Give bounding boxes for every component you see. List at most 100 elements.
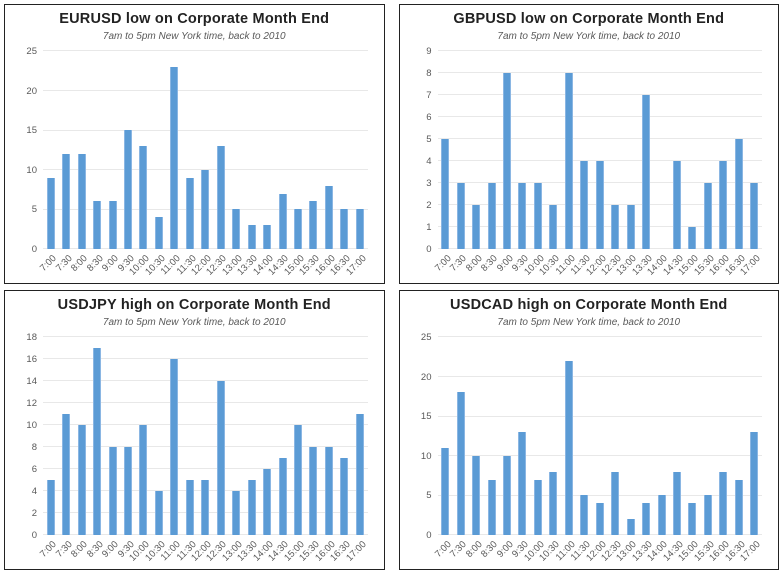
- bar-10:00: [139, 145, 148, 249]
- y-tick-label: 10: [26, 164, 37, 176]
- y-tick-label: 5: [426, 490, 432, 502]
- bar-13:30: [642, 503, 651, 535]
- bar-11:00: [564, 360, 573, 535]
- bar-slot: [151, 51, 166, 249]
- bar-15:00: [293, 424, 302, 535]
- bar-slot: [337, 337, 352, 535]
- bar-12:30: [216, 145, 225, 249]
- bar-15:30: [703, 495, 712, 535]
- bar-slot: [747, 337, 762, 535]
- bar-7:00: [441, 447, 450, 535]
- bar-7:30: [62, 413, 71, 535]
- y-tick-label: 0: [31, 529, 37, 541]
- gridline: [437, 50, 762, 52]
- bar-10:30: [154, 217, 163, 249]
- y-tick-label: 25: [420, 331, 432, 343]
- bar-7:30: [62, 153, 71, 249]
- y-tick-label: 16: [26, 353, 37, 365]
- bar-16:00: [719, 160, 728, 249]
- bar-slot: [352, 51, 367, 249]
- bar-slot: [716, 51, 731, 249]
- bar-slot: [561, 51, 576, 249]
- bar-10:00: [533, 479, 542, 535]
- bar-slot: [623, 337, 638, 535]
- bar-slot: [275, 51, 290, 249]
- bar-16:30: [340, 209, 349, 249]
- bar-9:00: [503, 72, 512, 249]
- bar-7:30: [456, 182, 465, 249]
- bar-slot: [43, 337, 58, 535]
- gridline: [437, 494, 762, 496]
- bar-17:00: [355, 209, 364, 249]
- bar-11:30: [185, 479, 194, 535]
- plot-area: 0 5 10 15 20 25: [421, 333, 762, 540]
- bar-slot: [484, 51, 499, 249]
- gridline: [437, 248, 762, 250]
- bar-15:00: [688, 226, 697, 249]
- bar-15:30: [309, 446, 318, 535]
- bar-8:30: [487, 182, 496, 249]
- gridline: [437, 138, 762, 140]
- x-axis: 7:00 7:30 8:00 8:30 9:00 9:30 10:00 10:30 11:00 1…: [433, 250, 763, 283]
- plot-area: 0 2 4 6 8 10 12 14 16 18: [26, 333, 368, 540]
- y-tick-label: 5: [426, 133, 432, 145]
- y-tick-label: 8: [426, 67, 432, 79]
- bar-13:30: [247, 479, 256, 535]
- x-slot: 17:00: [344, 536, 369, 569]
- bar-slot: [105, 51, 120, 249]
- bar-slot: [499, 51, 514, 249]
- bar-10:30: [549, 471, 558, 535]
- bar-slot: [182, 337, 197, 535]
- y-tick-label: 15: [420, 410, 432, 422]
- y-tick-label: 2: [426, 199, 432, 211]
- bar-15:00: [293, 209, 302, 249]
- bar-17:00: [750, 431, 759, 535]
- bar-slot: [244, 51, 259, 249]
- bar-12:00: [201, 169, 210, 249]
- bar-slot: [198, 51, 213, 249]
- y-tick-label: 6: [31, 463, 37, 475]
- bar-slot: [198, 337, 213, 535]
- bar-slot: [228, 51, 243, 249]
- bar-slot: [58, 51, 73, 249]
- bar-slot: [43, 51, 58, 249]
- chart-panel-usdcad: USDCAD high on Corporate Month End 7am t…: [398, 290, 779, 570]
- bars-layer: [438, 51, 763, 249]
- bar-11:00: [170, 358, 179, 535]
- bar-slot: [306, 337, 321, 535]
- bar-slot: [468, 51, 483, 249]
- y-tick-label: 8: [31, 441, 37, 453]
- bar-slot: [120, 337, 135, 535]
- bar-slot: [577, 51, 592, 249]
- bar-slot: [638, 337, 653, 535]
- y-tick-label: 20: [420, 371, 432, 383]
- bar-8:00: [77, 424, 86, 535]
- x-slot: 17:00: [738, 250, 763, 283]
- bar-9:00: [108, 446, 117, 535]
- gridline: [437, 116, 762, 118]
- bar-slot: [669, 51, 684, 249]
- bar-slot: [74, 51, 89, 249]
- bar-slot: [259, 337, 274, 535]
- bar-11:00: [170, 66, 179, 249]
- bar-11:00: [564, 72, 573, 249]
- bar-7:00: [441, 138, 450, 249]
- gridline: [43, 50, 368, 52]
- gridline: [437, 455, 762, 457]
- bar-17:00: [750, 182, 759, 249]
- bar-slot: [290, 51, 305, 249]
- chart-panel-eurusd: EURUSD low on Corporate Month End 7am to…: [4, 4, 385, 284]
- bar-12:00: [201, 479, 210, 535]
- bar-14:30: [673, 471, 682, 535]
- bar-slot: [275, 337, 290, 535]
- chart-panel-usdjpy: USDJPY high on Corporate Month End 7am t…: [4, 290, 385, 570]
- bar-slot: [515, 337, 530, 535]
- gridline: [43, 336, 368, 338]
- bar-slot: [213, 337, 228, 535]
- bar-slot: [530, 51, 545, 249]
- gridline: [43, 424, 368, 426]
- bar-14:00: [263, 468, 272, 535]
- bar-slot: [731, 51, 746, 249]
- gridline: [43, 358, 368, 360]
- bar-slot: [484, 337, 499, 535]
